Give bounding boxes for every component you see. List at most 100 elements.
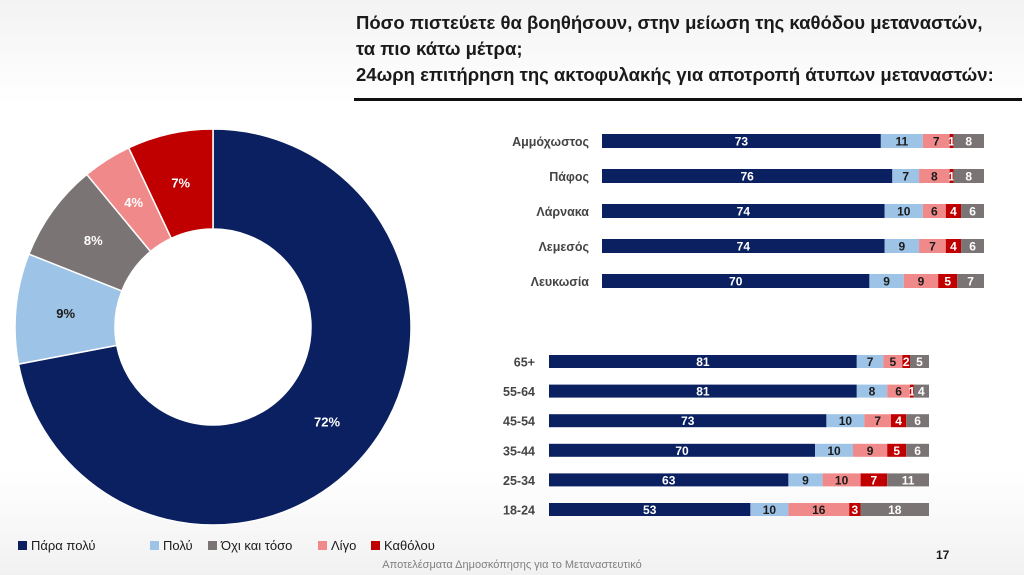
bar-segment-55-64-όχι-και-τόσο — [913, 384, 929, 398]
bar-segment-αμμόχωστος-λίγο — [922, 134, 950, 148]
bar-value-λάρνακα-πάρα-πολύ: 74 — [737, 205, 751, 219]
bar-value-λεμεσός-πολύ: 9 — [899, 240, 906, 254]
title-line-1: Πόσο πιστεύετε θα βοηθήσουν, στην μείωση… — [356, 12, 983, 33]
bar-value-35-44-λίγο: 9 — [867, 444, 874, 458]
bar-segment-18-24-όχι-και-τόσο — [860, 503, 929, 516]
legend-swatch-πάρα-πολύ — [18, 541, 27, 550]
bar-segment-λάρνακα-πολύ — [884, 204, 923, 218]
bar-value-λάρνακα-πολύ: 10 — [897, 205, 911, 219]
bar-category-25-34: 25-34 — [503, 474, 535, 488]
bar-segment-25-34-καθόλου — [860, 473, 888, 487]
bar-value-45-54-καθόλου: 4 — [895, 414, 902, 428]
legend-label-πάρα-πολύ: Πάρα πολύ — [31, 538, 96, 553]
bar-segment-45-54-λίγο — [864, 414, 891, 428]
bar-value-λευκωσία-πολύ: 9 — [883, 275, 890, 289]
bar-segment-λάρνακα-πάρα-πολύ — [602, 204, 885, 218]
bar-value-λάρνακα-όχι-και-τόσο: 6 — [969, 205, 976, 219]
bar-category-18-24: 18-24 — [503, 504, 535, 518]
bar-value-λευκωσία-όχι-και-τόσο: 7 — [967, 275, 974, 289]
bar-value-αμμόχωστος-πολύ: 11 — [896, 135, 909, 149]
bar-value-18-24-πολύ: 10 — [763, 503, 777, 517]
page-title: Πόσο πιστεύετε θα βοηθήσουν, στην μείωση… — [356, 10, 1020, 88]
bar-segment-55-64-πάρα-πολύ — [549, 384, 857, 398]
legend-label-καθόλου: Καθόλου — [384, 538, 435, 553]
bar-value-45-54-λίγο: 7 — [874, 414, 881, 428]
donut-chart: 72% 9% 8% 4% 7% — [14, 128, 412, 526]
bar-segment-35-44-λίγο — [853, 443, 888, 457]
bar-value-λευκωσία-καθόλου: 5 — [944, 275, 951, 289]
bar-segment-65-πολύ — [856, 355, 884, 368]
bar-category-65: 65+ — [514, 356, 535, 370]
legend-swatch-όχι-και-τόσο — [208, 541, 217, 550]
bar-category-55-64: 55-64 — [503, 385, 535, 399]
donut-slice-πάρα-πολύ — [17, 128, 412, 526]
bar-value-55-64-λίγο: 6 — [895, 385, 902, 399]
bar-segment-65-πάρα-πολύ — [549, 355, 857, 368]
bar-segment-λεμεσός-πάρα-πολύ — [602, 239, 885, 253]
bar-segment-25-34-πολύ — [788, 473, 823, 487]
bar-segment-18-24-πάρα-πολύ — [549, 503, 751, 516]
bar-value-λεμεσός-όχι-και-τόσο: 6 — [969, 240, 976, 254]
bar-value-λευκωσία-λίγο: 9 — [918, 275, 925, 289]
legend-label-λίγο: Λίγο — [331, 538, 356, 553]
bar-value-λάρνακα-λίγο: 6 — [931, 205, 938, 219]
bar-value-25-34-πάρα-πολύ: 63 — [662, 473, 676, 487]
donut-legend: Πάρα πολύ Πολύ Όχι και τόσο Λίγο Καθόλου — [18, 538, 435, 553]
bar-segment-αμμόχωστος-πάρα-πολύ — [602, 134, 881, 148]
bar-segment-55-64-καθόλου — [910, 384, 914, 398]
bar-value-25-34-λίγο: 10 — [835, 473, 849, 487]
bar-category-λευκωσία: Λευκωσία — [531, 275, 590, 289]
bar-value-55-64-όχι-και-τόσο: 4 — [918, 385, 925, 399]
bar-value-πάφος-λίγο: 8 — [931, 170, 938, 184]
bar-value-35-44-πάρα-πολύ: 70 — [675, 444, 689, 458]
bar-value-λάρνακα-καθόλου: 4 — [950, 205, 957, 219]
bar-value-18-24-πάρα-πολύ: 53 — [643, 503, 657, 517]
bar-segment-45-54-όχι-και-τόσο — [906, 414, 929, 428]
bar-value-αμμόχωστος-λίγο: 7 — [933, 135, 940, 149]
bar-value-λεμεσός-λίγο: 7 — [929, 240, 936, 254]
bar-segment-λευκωσία-όχι-και-τόσο — [957, 274, 984, 288]
bar-segment-65-καθόλου — [902, 355, 910, 368]
bar-segment-25-34-πάρα-πολύ — [549, 473, 789, 487]
bar-segment-λευκωσία-πάρα-πολύ — [602, 274, 870, 288]
bar-value-λευκωσία-πάρα-πολύ: 70 — [729, 275, 743, 289]
bar-value-55-64-καθόλου: 1 — [909, 385, 916, 399]
bar-segment-λάρνακα-λίγο — [922, 204, 946, 218]
bar-value-35-44-καθόλου: 5 — [893, 444, 900, 458]
bar-value-25-34-πολύ: 9 — [802, 473, 809, 487]
bar-value-λεμεσός-καθόλου: 4 — [950, 240, 957, 254]
donut-label-όχι-και-τόσο: 8% — [84, 233, 103, 248]
legend-swatch-καθόλου — [371, 541, 380, 550]
donut-label-λίγο: 4% — [124, 195, 143, 210]
footer-text: Αποτελέσματα Δημοσκόπησης για το Μετανασ… — [382, 559, 642, 571]
bar-segment-πάφος-λίγο — [919, 169, 950, 183]
bar-value-65-πάρα-πολύ: 81 — [696, 355, 710, 369]
donut-label-καθόλου: 7% — [171, 176, 190, 191]
bar-value-πάφος-πάρα-πολύ: 76 — [740, 170, 754, 184]
bar-value-λεμεσός-πάρα-πολύ: 74 — [737, 240, 751, 254]
bar-segment-λεμεσός-καθόλου — [945, 239, 962, 253]
bar-segment-πάφος-πάρα-πολύ — [602, 169, 893, 183]
bar-category-λάρνακα: Λάρνακα — [536, 205, 589, 219]
bar-value-25-34-όχι-και-τόσο: 11 — [902, 473, 915, 487]
bar-value-65-πολύ: 7 — [867, 355, 874, 369]
bar-segment-λευκωσία-πολύ — [869, 274, 904, 288]
bar-value-αμμόχωστος-όχι-και-τόσο: 8 — [965, 135, 972, 149]
bar-value-65-καθόλου: 2 — [903, 355, 910, 369]
bar-segment-πάφος-όχι-και-τόσο — [953, 169, 984, 183]
bar-value-18-24-καθόλου: 3 — [852, 503, 859, 517]
bar-segment-πάφος-πολύ — [892, 169, 920, 183]
bar-value-45-54-πολύ: 10 — [839, 414, 853, 428]
bar-category-λεμεσός: Λεμεσός — [538, 240, 589, 254]
bar-value-35-44-πολύ: 10 — [827, 444, 841, 458]
donut-label-πολύ: 9% — [56, 306, 75, 321]
age-bar-chart: 65+ 81 7 5 2 555-64 81 8 6 1 445-54 73 10 7 4 635-44 70 1… — [503, 355, 929, 518]
bar-segment-35-44-πολύ — [815, 443, 853, 457]
bar-segment-35-44-πάρα-πολύ — [549, 443, 815, 457]
bar-segment-35-44-καθόλου — [887, 443, 907, 457]
bar-segment-λάρνακα-καθόλου — [945, 204, 962, 218]
bar-segment-45-54-πολύ — [826, 414, 865, 428]
bar-value-πάφος-όχι-και-τόσο: 8 — [965, 170, 972, 184]
